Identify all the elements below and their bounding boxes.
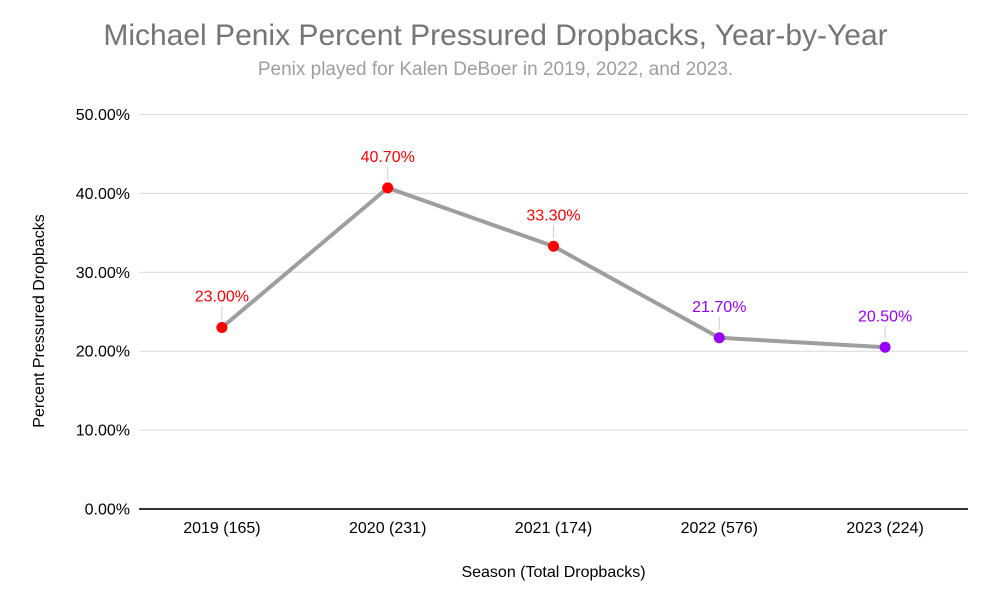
data-label: 20.50% [858,308,912,325]
x-category-label: 2023 (224) [846,520,923,537]
data-label: 40.70% [361,149,415,166]
x-category-label: 2019 (165) [183,520,260,537]
data-label: 21.70% [692,299,746,316]
data-label: 33.30% [526,207,580,224]
data-point[interactable] [216,322,228,334]
x-axis-title: Season (Total Dropbacks) [461,564,646,581]
data-label: 23.00% [195,289,249,306]
data-point[interactable] [879,341,891,353]
data-point[interactable] [382,182,394,194]
y-tick-label: 50.00% [76,107,130,124]
x-category-label: 2020 (231) [349,520,426,537]
y-tick-label: 10.00% [76,423,130,440]
data-point[interactable] [713,332,725,344]
y-tick-label: 40.00% [76,186,130,203]
y-tick-label: 30.00% [76,265,130,282]
chart-title: Michael Penix Percent Pressured Dropback… [103,19,888,52]
data-point[interactable] [548,240,559,252]
x-category-label: 2021 (174) [515,520,592,537]
y-tick-label: 0.00% [85,502,130,519]
x-category-label: 2022 (576) [681,520,758,537]
y-tick-label: 20.00% [76,344,130,361]
chart-subtitle: Penix played for Kalen DeBoer in 2019, 2… [257,59,734,80]
